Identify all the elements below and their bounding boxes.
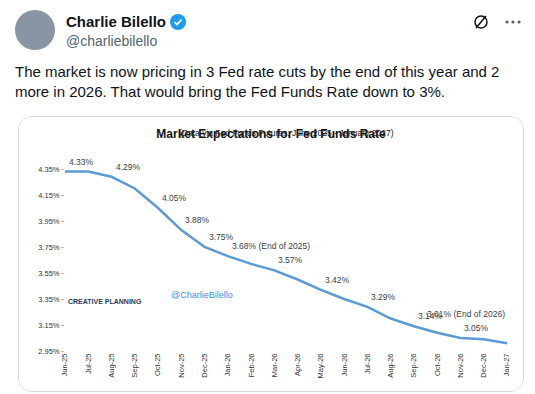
svg-text:3.68% (End of 2025): 3.68% (End of 2025) <box>232 241 310 251</box>
html-text:The market is now pricing in 3: The market is now pricing in 3 Fed rate … <box>15 63 500 100</box>
svg-text:3.35%: 3.35% <box>38 295 60 304</box>
svg-text:3.88%: 3.88% <box>185 215 210 225</box>
svg-text:4.15%: 4.15% <box>38 191 60 200</box>
svg-text:Jan-27: Jan-27 <box>502 354 511 377</box>
svg-text:3.42%: 3.42% <box>325 275 350 285</box>
svg-text:4.05%: 4.05% <box>162 193 187 203</box>
svg-text:3.14%: 3.14% <box>418 311 443 321</box>
svg-text:Dec-25: Dec-25 <box>200 354 209 378</box>
svg-text:Market Expectations for Fed Fu: Market Expectations for Fed Funds Rate <box>156 127 386 141</box>
svg-text:Mar-26: Mar-26 <box>270 354 279 378</box>
svg-text:May-26: May-26 <box>316 354 325 379</box>
svg-text:Oct-26: Oct-26 <box>433 354 442 377</box>
svg-text:@CharlieBilello: @CharlieBilello <box>171 290 233 300</box>
svg-text:Apr-26: Apr-26 <box>293 354 302 377</box>
svg-text:Sep-26: Sep-26 <box>409 354 418 378</box>
svg-text:Jan-26: Jan-26 <box>223 354 232 377</box>
svg-text:Nov-26: Nov-26 <box>456 354 465 378</box>
svg-text:3.95%: 3.95% <box>38 217 60 226</box>
svg-text:3.05%: 3.05% <box>464 323 489 333</box>
html-text:@charliebilello: @charliebilello <box>66 33 158 49</box>
svg-text:Jun-25: Jun-25 <box>60 354 69 377</box>
svg-text:Oct-25: Oct-25 <box>153 354 162 377</box>
svg-text:3.57%: 3.57% <box>278 255 303 265</box>
svg-text:3.75%: 3.75% <box>38 243 60 252</box>
svg-text:3.55%: 3.55% <box>38 269 60 278</box>
svg-text:2.95%: 2.95% <box>38 347 60 356</box>
svg-text:Nov-25: Nov-25 <box>177 354 186 378</box>
svg-text:Jul-26: Jul-26 <box>363 354 372 374</box>
svg-text:3.75%: 3.75% <box>209 232 234 242</box>
html-text:Charlie Bilello: Charlie Bilello <box>66 13 166 30</box>
svg-text:Dec-26: Dec-26 <box>479 354 488 378</box>
svg-text:4.33%: 4.33% <box>69 157 94 167</box>
svg-text:3.15%: 3.15% <box>38 321 60 330</box>
svg-text:4.35%: 4.35% <box>38 165 60 174</box>
svg-text:Jun-26: Jun-26 <box>340 354 349 377</box>
svg-text:Aug-26: Aug-26 <box>386 354 395 378</box>
svg-text:Sep-25: Sep-25 <box>130 354 139 378</box>
svg-text:CREATIVE PLANNING: CREATIVE PLANNING <box>68 298 142 305</box>
svg-text:4.29%: 4.29% <box>116 162 141 172</box>
svg-text:3.01% (End of 2026): 3.01% (End of 2026) <box>427 309 505 319</box>
svg-text:Jul-25: Jul-25 <box>84 354 93 374</box>
svg-text:Feb-26: Feb-26 <box>247 354 256 378</box>
svg-text:Aug-25: Aug-25 <box>107 354 116 378</box>
svg-text:3.29%: 3.29% <box>371 292 396 302</box>
svg-text:(Data via Fed Funds Futures, J: (Data via Fed Funds Futures, June 2025 -… <box>179 128 394 138</box>
